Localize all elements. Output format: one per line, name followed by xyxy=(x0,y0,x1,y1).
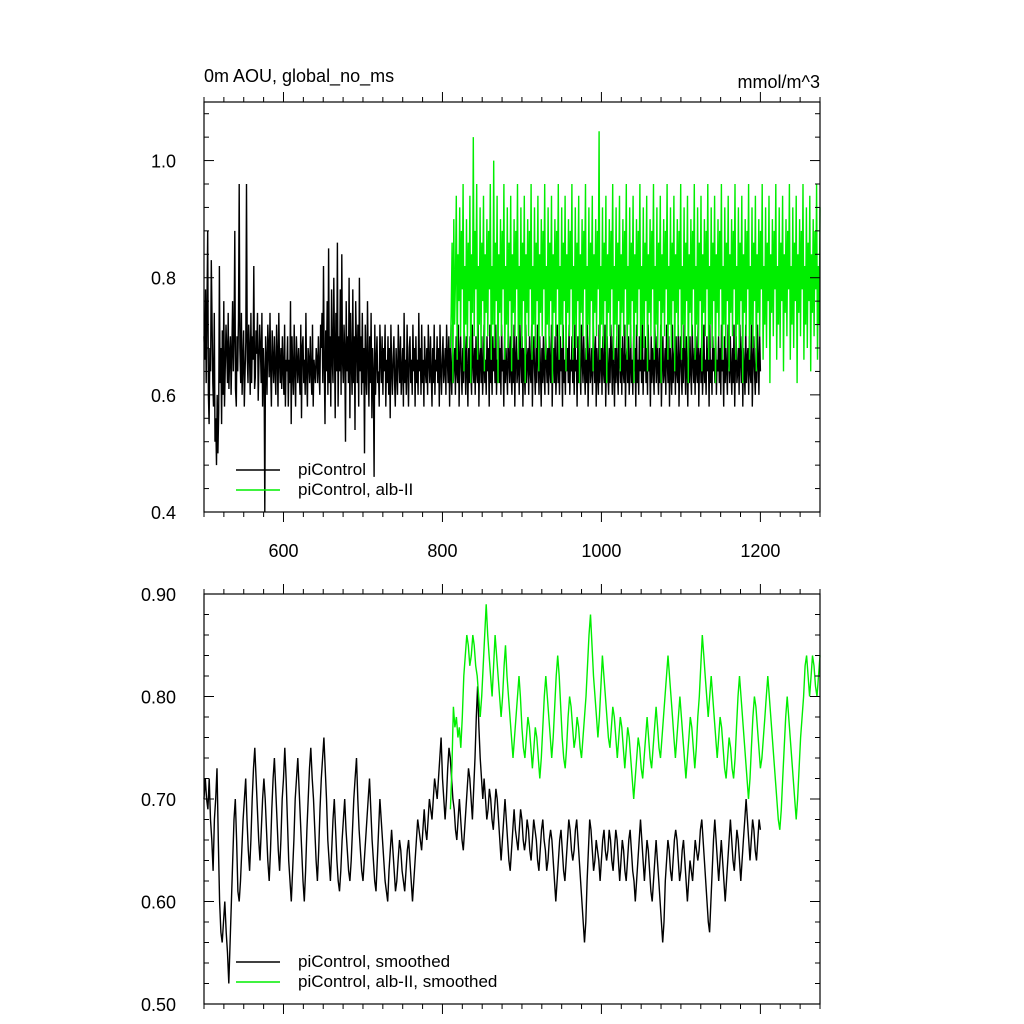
top-legend-label-1: piControl xyxy=(298,460,366,479)
bottom-legend-label-1: piControl, smoothed xyxy=(298,952,450,971)
top-y-tick-label: 0.6 xyxy=(151,386,176,406)
top-panel-title: 0m AOU, global_no_ms xyxy=(204,66,394,87)
bottom-axes-group: 0.50 0.60 0.70 0.80 0.90 xyxy=(141,584,821,1015)
bottom-series-group xyxy=(203,604,821,984)
top-x-tick-label: 600 xyxy=(268,541,298,561)
top-series-line-2 xyxy=(449,131,821,384)
bottom-legend-label-2: piControl, alb-II, smoothed xyxy=(298,972,497,991)
top-x-tick-label: 1200 xyxy=(740,541,780,561)
top-y-tick-label: 0.4 xyxy=(151,503,176,523)
top-y-tick-label: 0.8 xyxy=(151,269,176,289)
top-series-group xyxy=(203,131,821,513)
top-panel: 0m AOU, global_no_ms mmol/m^3 0.4 0.6 0.8 1… xyxy=(151,66,821,561)
top-x-tick-label: 800 xyxy=(427,541,457,561)
bottom-series-line-2 xyxy=(449,604,821,830)
top-panel-units: mmol/m^3 xyxy=(738,72,820,92)
bottom-panel: 0.50 0.60 0.70 0.80 0.90 piControl, smoothed… xyxy=(141,584,821,1015)
top-plot-frame xyxy=(203,101,821,513)
bottom-y-tick-label: 0.90 xyxy=(141,585,176,605)
bottom-y-tick-label: 0.70 xyxy=(141,790,176,810)
bottom-y-tick-label: 0.50 xyxy=(141,995,176,1015)
top-axes-group: 0.4 0.6 0.8 1.0 600 800 1000 1200 xyxy=(151,92,821,561)
top-legend-label-2: piControl, alb-II xyxy=(298,480,413,499)
bottom-y-tick-label: 0.80 xyxy=(141,688,176,708)
top-y-tick-label: 1.0 xyxy=(151,152,176,172)
top-x-tick-label: 1000 xyxy=(581,541,621,561)
bottom-plot-frame xyxy=(203,593,821,1005)
top-series-line-1 xyxy=(203,183,762,513)
bottom-series-line-1 xyxy=(203,686,762,984)
bottom-y-tick-label: 0.60 xyxy=(141,893,176,913)
